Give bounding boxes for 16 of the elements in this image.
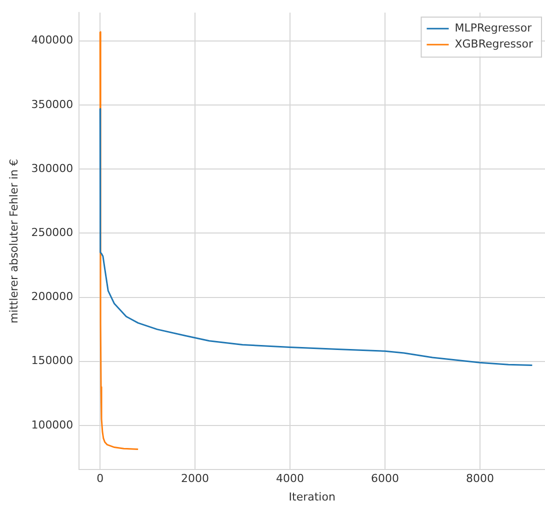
y-tick-label: 350000 — [31, 98, 74, 111]
legend-label: MLPRegressor — [454, 21, 532, 34]
y-tick-label: 300000 — [31, 162, 74, 175]
x-tick-label: 8000 — [466, 472, 494, 486]
y-axis-title: mittlerer absoluter Fehler in € — [7, 158, 20, 324]
y-tick-label: 400000 — [31, 34, 74, 47]
x-tick-label: 6000 — [370, 472, 399, 486]
x-tick-label: 0 — [96, 472, 104, 486]
x-tick-label: 4000 — [276, 472, 304, 486]
y-tick-label: 100000 — [31, 418, 74, 432]
x-axis-title: Iteration — [288, 490, 336, 504]
legend-label: XGBRegressor — [454, 37, 534, 50]
y-tick-label: 250000 — [31, 226, 74, 240]
y-tick-label: 200000 — [31, 290, 74, 304]
x-tick-label: 2000 — [181, 472, 210, 486]
y-tick-label: 150000 — [31, 354, 74, 368]
